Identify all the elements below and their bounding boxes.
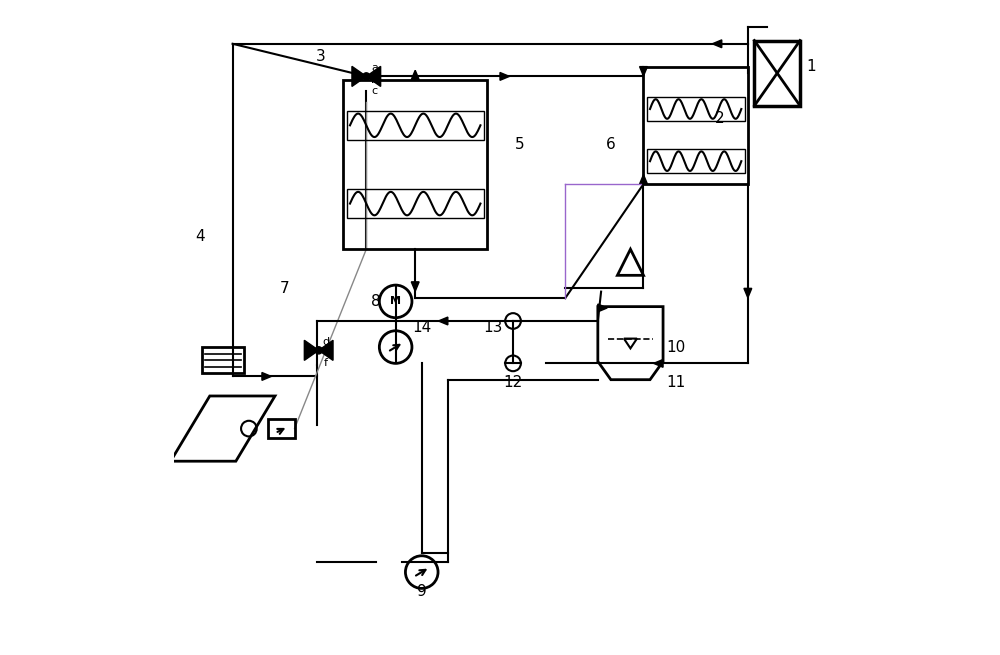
Polygon shape bbox=[654, 360, 663, 367]
Polygon shape bbox=[411, 282, 419, 291]
Text: 10: 10 bbox=[666, 339, 686, 354]
Polygon shape bbox=[744, 288, 752, 298]
Bar bbox=[347, 189, 484, 218]
Text: 2: 2 bbox=[715, 111, 725, 126]
Polygon shape bbox=[304, 341, 319, 360]
Polygon shape bbox=[640, 67, 647, 76]
Bar bbox=[754, 41, 800, 105]
Bar bbox=[202, 347, 244, 373]
Polygon shape bbox=[352, 66, 366, 86]
Text: 5: 5 bbox=[515, 138, 524, 153]
Polygon shape bbox=[411, 70, 419, 80]
Text: 1: 1 bbox=[807, 59, 816, 74]
Text: 14: 14 bbox=[412, 320, 431, 335]
Text: 13: 13 bbox=[484, 320, 503, 335]
Text: 6: 6 bbox=[606, 138, 616, 153]
Text: 12: 12 bbox=[503, 375, 523, 390]
Bar bbox=[643, 67, 748, 184]
Bar bbox=[647, 149, 745, 173]
Text: b: b bbox=[371, 75, 378, 84]
Bar bbox=[268, 419, 295, 438]
Polygon shape bbox=[319, 341, 333, 360]
Text: 9: 9 bbox=[417, 584, 427, 599]
Bar bbox=[347, 111, 484, 140]
Polygon shape bbox=[598, 304, 607, 312]
Text: 3: 3 bbox=[316, 49, 326, 64]
Text: a: a bbox=[371, 63, 378, 73]
Text: 4: 4 bbox=[195, 229, 205, 244]
Polygon shape bbox=[366, 66, 381, 86]
Text: 11: 11 bbox=[666, 375, 686, 390]
Circle shape bbox=[315, 346, 322, 354]
Polygon shape bbox=[262, 373, 271, 381]
Text: f: f bbox=[324, 358, 328, 367]
Circle shape bbox=[363, 73, 370, 80]
Text: e: e bbox=[322, 347, 329, 357]
Text: M: M bbox=[390, 297, 401, 307]
Text: 7: 7 bbox=[280, 281, 290, 296]
Polygon shape bbox=[438, 317, 448, 325]
Bar bbox=[647, 97, 745, 121]
Bar bbox=[343, 80, 487, 250]
Polygon shape bbox=[500, 73, 509, 81]
Text: 8: 8 bbox=[371, 294, 381, 309]
Polygon shape bbox=[712, 40, 722, 48]
Text: c: c bbox=[372, 86, 378, 96]
Polygon shape bbox=[640, 175, 647, 184]
Text: d: d bbox=[322, 337, 329, 347]
